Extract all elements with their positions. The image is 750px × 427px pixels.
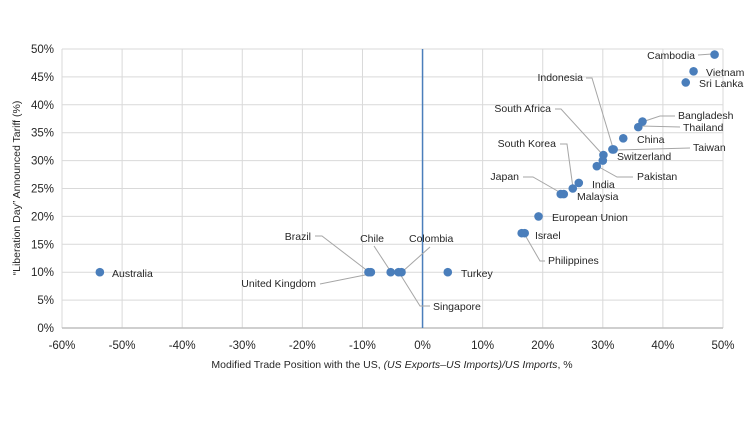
point-label: Bangladesh [678, 110, 734, 122]
point-label: Switzerland [617, 151, 671, 163]
x-tick-label: 20% [531, 340, 554, 352]
data-point [618, 133, 628, 143]
point-label: Sri Lanka [699, 78, 744, 90]
leader-line [640, 125, 681, 128]
y-tick-label: 45% [31, 72, 54, 84]
data-point [559, 189, 569, 199]
data-point [386, 267, 395, 277]
x-tick-label: 40% [651, 340, 674, 352]
leader-line [401, 246, 431, 273]
point-label: Israel [535, 230, 561, 242]
y-tick-label: 40% [31, 100, 54, 112]
leader-lines [315, 53, 713, 307]
leader-line [598, 166, 633, 178]
x-tick-label: 30% [591, 340, 614, 352]
y-tick-label: 10% [31, 267, 54, 279]
point-label: United Kingdom [241, 278, 316, 290]
point-label: Cambodia [647, 50, 695, 62]
leader-line [315, 235, 370, 273]
tick-labels: -60% -50% -40% -30% -20% -10% 0% 10% 20% 30% 40% 50… [31, 44, 735, 352]
data-point [520, 228, 529, 238]
leader-line [586, 77, 614, 149]
point-label: Turkey [461, 268, 493, 280]
data-point [568, 184, 578, 193]
data-point [710, 50, 719, 59]
data-point [608, 145, 617, 154]
point-label: Australia [112, 268, 153, 280]
data-point [598, 156, 608, 165]
data-points [95, 50, 719, 277]
leader-line [614, 147, 691, 151]
data-point [592, 161, 602, 171]
point-label: China [637, 134, 665, 146]
y-axis-title: “Liberation Day” Announced Tariff (%) [11, 101, 23, 276]
point-label: Philippines [548, 255, 599, 267]
point-label: Pakistan [637, 171, 677, 183]
leader-line [319, 273, 371, 285]
data-point [681, 78, 691, 87]
leader-line [560, 143, 574, 189]
x-tick-label: -30% [229, 340, 256, 352]
point-label: Chile [360, 233, 384, 245]
grid [61, 48, 724, 329]
point-label: Colombia [409, 233, 454, 245]
x-tick-label: -60% [49, 340, 76, 352]
data-point [366, 267, 376, 277]
point-label: India [592, 179, 615, 191]
leader-line [555, 108, 604, 156]
point-label: Indonesia [537, 72, 583, 84]
point-label: Singapore [433, 301, 481, 313]
point-label: Taiwan [693, 142, 726, 154]
y-tick-label: 15% [31, 239, 54, 251]
point-label: Malaysia [577, 191, 619, 203]
point-label: South Korea [498, 138, 557, 150]
leader-line [373, 245, 392, 273]
leader-line [399, 273, 430, 307]
point-label: Thailand [683, 122, 723, 134]
x-tick-label: 0% [414, 340, 431, 352]
y-tick-label: 5% [37, 295, 54, 307]
data-point [574, 178, 584, 188]
point-label: South Africa [494, 103, 551, 115]
y-tick-label: 0% [37, 323, 54, 335]
x-tick-label: -10% [349, 340, 376, 352]
leader-line [697, 53, 713, 56]
y-tick-label: 30% [31, 156, 54, 168]
data-point [443, 267, 453, 277]
data-point [689, 67, 698, 76]
x-tick-label: -40% [169, 340, 196, 352]
x-tick-label: -20% [289, 340, 316, 352]
data-point [95, 267, 105, 277]
leader-line [524, 234, 545, 262]
point-label: European Union [552, 212, 628, 224]
y-tick-label: 25% [31, 184, 54, 196]
data-point [633, 122, 643, 132]
point-label: Brazil [285, 231, 311, 243]
y-tick-label: 20% [31, 211, 54, 223]
y-tick-label: 35% [31, 128, 54, 140]
leader-line [523, 176, 562, 194]
leader-line [644, 115, 675, 122]
y-tick-label: 50% [31, 44, 54, 56]
point-label: Vietnam [706, 67, 745, 79]
x-tick-label: 50% [711, 340, 734, 352]
data-point [534, 212, 543, 221]
x-axis-title: Modified Trade Position with the US, (US… [211, 359, 572, 371]
x-tick-label: -50% [109, 340, 136, 352]
point-label: Japan [490, 171, 519, 183]
data-point [394, 267, 403, 277]
x-tick-label: 10% [471, 340, 494, 352]
